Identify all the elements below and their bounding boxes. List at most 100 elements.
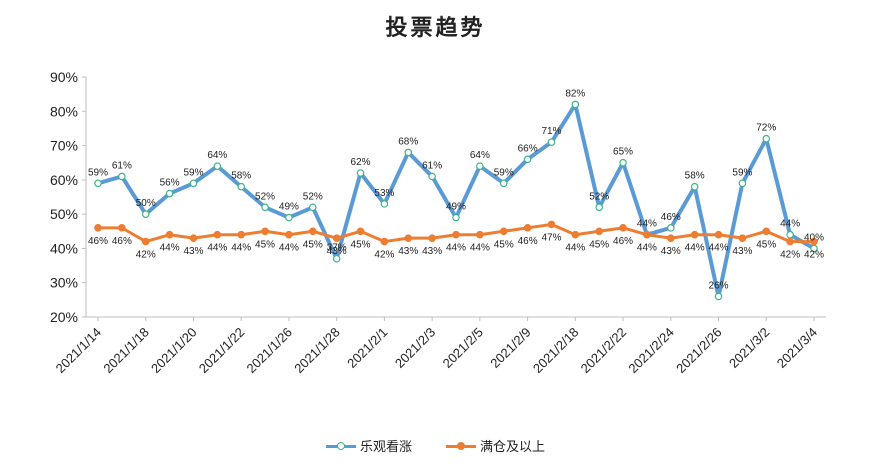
data-point <box>499 179 508 188</box>
data-point <box>165 230 174 239</box>
x-tick-label: 2021/1/20 <box>148 325 200 377</box>
data-point <box>595 227 604 236</box>
data-label: 42% <box>374 250 394 261</box>
data-point <box>380 237 389 246</box>
data-label: 46% <box>518 236 538 247</box>
x-tick-label: 2021/2/1 <box>344 325 390 371</box>
data-label: 64% <box>470 150 490 161</box>
data-point <box>261 203 269 212</box>
data-label: 65% <box>613 147 633 158</box>
data-label: 26% <box>709 280 729 291</box>
y-tick-label: 50% <box>50 206 78 222</box>
data-point <box>141 237 150 246</box>
data-point <box>213 162 222 170</box>
data-point <box>404 234 413 242</box>
series-markers <box>94 100 818 301</box>
data-label: 40% <box>804 232 824 243</box>
data-label: 61% <box>112 160 132 171</box>
data-point <box>308 227 317 236</box>
data-label: 52% <box>589 191 609 202</box>
series-line-1 <box>97 102 815 299</box>
data-label: 42% <box>136 250 156 261</box>
data-point <box>619 224 627 232</box>
data-point <box>94 179 102 188</box>
data-label: 44% <box>231 243 251 254</box>
data-label: 44% <box>160 243 180 254</box>
data-label: 53% <box>374 188 394 199</box>
data-label: 44% <box>780 219 800 230</box>
data-label: 46% <box>661 212 681 223</box>
x-tick-label: 2021/2/9 <box>487 325 533 371</box>
data-point <box>571 100 580 109</box>
data-point <box>356 169 365 177</box>
x-tick-label: 2021/1/22 <box>196 325 248 377</box>
data-point <box>237 230 246 239</box>
data-point <box>189 234 198 242</box>
y-tick-label: 20% <box>50 309 78 325</box>
x-tick-label: 2021/3/2 <box>726 325 772 371</box>
data-label: 46% <box>613 236 633 247</box>
data-point <box>428 172 436 181</box>
data-point <box>189 179 198 188</box>
data-point <box>523 155 532 164</box>
data-point <box>690 182 699 191</box>
data-label: 45% <box>255 239 275 250</box>
y-tick-label: 40% <box>50 240 78 256</box>
data-label: 66% <box>518 143 538 154</box>
data-label: 44% <box>279 243 299 254</box>
data-label: 43% <box>327 246 347 257</box>
data-label: 59% <box>494 167 514 178</box>
data-point <box>452 213 460 222</box>
data-label: 47% <box>541 232 561 243</box>
data-point <box>643 230 651 239</box>
legend-label-series2: 满仓及以上 <box>480 440 546 455</box>
data-label: 45% <box>494 239 514 250</box>
data-point <box>786 237 794 246</box>
x-tick-label: 2021/2/3 <box>392 325 438 371</box>
data-label: 44% <box>637 219 657 230</box>
data-point <box>213 230 222 239</box>
data-point <box>595 203 604 212</box>
y-tick-label: 30% <box>50 275 78 291</box>
y-tick-label: 60% <box>50 172 78 188</box>
data-point <box>499 227 508 236</box>
data-label: 68% <box>398 136 418 147</box>
data-point <box>356 227 365 236</box>
data-point <box>380 200 389 208</box>
data-label: 42% <box>780 250 800 261</box>
data-label: 43% <box>422 246 442 257</box>
data-label: 44% <box>207 243 227 254</box>
data-point <box>237 182 246 191</box>
data-point <box>786 230 794 239</box>
data-point <box>332 234 341 242</box>
data-point <box>571 230 580 239</box>
data-label: 62% <box>351 157 371 168</box>
series-lines <box>97 102 815 299</box>
data-label: 59% <box>183 167 203 178</box>
data-point <box>762 227 771 236</box>
x-tick-label: 2021/2/24 <box>625 325 677 377</box>
x-tick-label: 2021/1/26 <box>244 325 296 377</box>
legend: 乐观看涨 满仓及以上 <box>0 436 871 455</box>
x-tick-label: 2021/1/28 <box>291 325 343 377</box>
data-label: 44% <box>709 243 729 254</box>
x-tick-label: 2021/2/18 <box>530 325 582 377</box>
x-tick-label: 2021/2/22 <box>578 325 630 377</box>
data-point <box>666 224 675 232</box>
data-point <box>118 224 126 232</box>
data-point <box>308 203 317 212</box>
data-label: 44% <box>637 243 657 254</box>
data-label: 49% <box>446 202 466 213</box>
data-label: 61% <box>422 160 442 171</box>
x-tick-label: 2021/3/4 <box>774 325 820 371</box>
x-tick-label: 2021/2/5 <box>440 325 486 371</box>
data-label: 45% <box>303 239 323 250</box>
x-tick-label: 2021/2/26 <box>673 325 725 377</box>
data-label: 43% <box>661 246 681 257</box>
legend-item-series2[interactable]: 满仓及以上 <box>446 436 545 455</box>
data-point <box>476 230 484 239</box>
data-point <box>547 220 556 229</box>
data-point <box>118 172 126 181</box>
legend-item-series1[interactable]: 乐观看涨 <box>325 436 412 455</box>
data-label: 45% <box>756 239 776 250</box>
